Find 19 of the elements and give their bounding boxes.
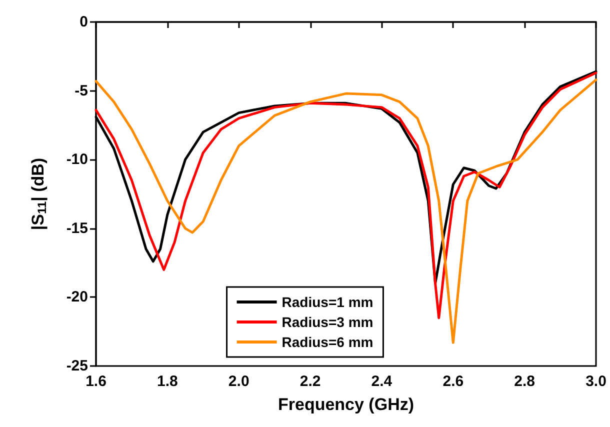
y-tick-label: -5 [74,82,88,100]
legend-label: Radius=1 mm [282,294,374,310]
y-axis-title: |S11| (dB) [28,158,49,230]
x-tick-label: 1.8 [157,373,178,390]
legend-label: Radius=3 mm [282,314,374,330]
x-tick-label: 2.6 [442,373,464,390]
x-tick-label: 2.4 [371,373,393,390]
x-tick-label: 1.6 [86,373,106,390]
y-tick-label: -25 [66,358,88,374]
y-tick-label: -20 [66,288,88,306]
y-tick-label: 0 [80,14,88,30]
y-tick-label: -10 [66,151,88,168]
legend-label: Radius=6 mm [282,334,374,350]
x-tick-label: 3.0 [586,373,606,390]
y-tick-label: -15 [66,220,88,237]
x-tick-label: 2.2 [300,373,321,390]
x-tick-label: 2.8 [514,373,535,390]
x-axis-title: Frequency (GHz) [278,395,414,414]
x-tick-label: 2.0 [228,373,250,390]
